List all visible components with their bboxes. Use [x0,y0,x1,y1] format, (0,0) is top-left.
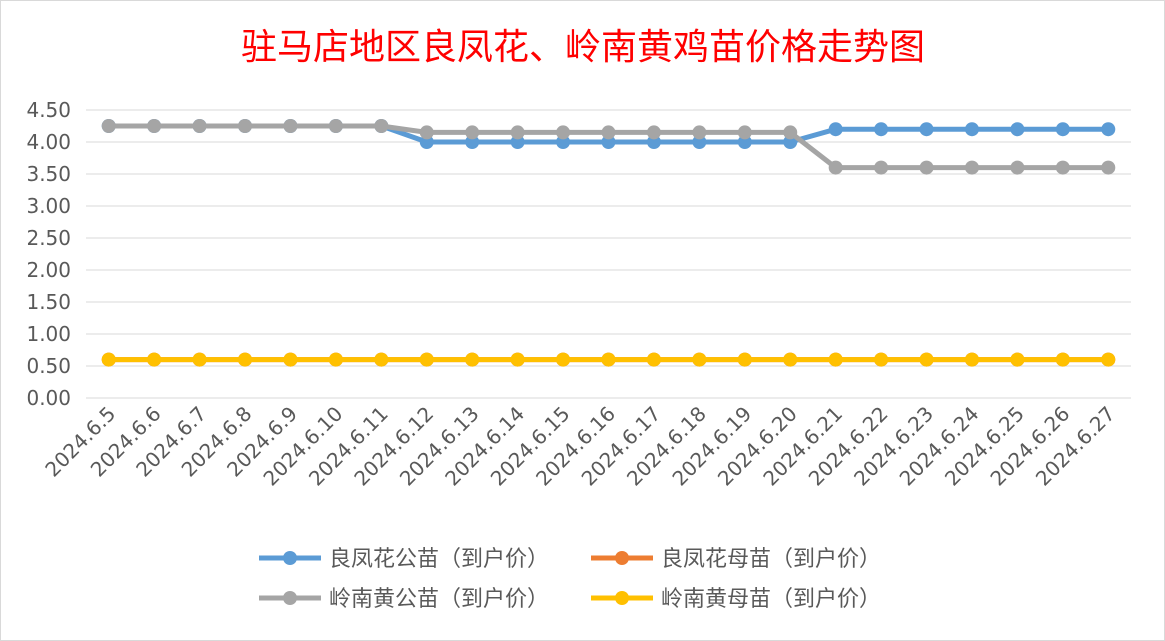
data-point [737,125,752,140]
data-point [601,352,616,367]
data-point [192,119,207,133]
legend-item: 岭南黄母苗（到户价） [591,587,881,612]
data-point [328,119,343,133]
data-point [919,122,934,137]
data-point [783,125,798,140]
y-axis-ticks: 0.00 0.50 1.00 1.50 2.00 2.50 3.00 3.50 4.00 4.50 [26,98,71,410]
data-point [556,125,571,140]
data-point [147,352,162,367]
data-point [692,135,707,149]
data-point [465,135,480,149]
data-point [964,160,979,175]
data-point [238,352,253,367]
data-point [783,352,798,367]
data-point [964,352,979,367]
data-point [1055,122,1070,137]
data-point [510,352,525,367]
data-point [919,160,934,175]
data-point [874,160,889,175]
data-point [374,352,389,367]
y-tick-label: 4.50 [26,98,71,122]
data-point [419,125,434,140]
y-tick-label: 4.00 [26,130,71,154]
y-tick-label: 1.00 [26,322,71,346]
data-point [374,119,389,133]
legend-marker [283,551,297,565]
y-tick-label: 3.00 [26,194,71,218]
data-point [737,352,752,367]
data-point [328,352,343,367]
data-point [874,352,889,367]
y-tick-label: 2.50 [26,226,71,250]
legend-label: 岭南黄公苗（到户价） [329,587,549,612]
data-point [147,119,162,133]
data-point [737,135,752,149]
data-point [828,122,843,137]
data-point [101,352,116,367]
data-point [1101,122,1116,137]
data-point [192,352,207,367]
data-point [646,125,661,140]
y-tick-label: 0.00 [26,386,71,410]
legend-marker [283,591,297,605]
data-point [1055,160,1070,175]
data-point [556,352,571,367]
data-point [828,352,843,367]
data-point [101,119,116,133]
legend-marker [615,551,629,565]
data-point [419,135,434,149]
legend-item: 良凤花母苗（到户价） [591,547,881,572]
legend-item: 良凤花公苗（到户价） [259,547,549,572]
y-tick-label: 1.50 [26,290,71,314]
data-point [510,135,525,149]
legend-item: 岭南黄公苗（到户价） [259,587,549,612]
data-point [1055,352,1070,367]
legend-marker [615,591,629,605]
data-point [828,160,843,175]
series-3 [101,119,1116,175]
data-point [919,352,934,367]
data-point [283,352,298,367]
data-point [692,125,707,140]
legend-label: 良凤花母苗（到户价） [661,547,881,572]
data-point [1101,160,1116,175]
data-point [1010,352,1025,367]
data-point [465,352,480,367]
data-point [510,125,525,140]
data-point [238,119,253,133]
data-point [692,352,707,367]
data-point [1010,122,1025,137]
data-point [1010,160,1025,175]
data-point [964,122,979,137]
data-point [419,352,434,367]
data-point [601,135,616,149]
data-point [646,135,661,149]
legend: 良凤花公苗（到户价） 良凤花母苗（到户价） 岭南黄公苗（到户价） 岭南黄母苗（到户价） [259,547,881,612]
series-4 [101,352,1116,367]
data-point [283,119,298,133]
y-tick-label: 0.50 [26,354,71,378]
chart-title: 驻马店地区良凤花、岭南黄鸡苗价格走势图 [241,27,925,68]
data-point [874,122,889,137]
x-axis-ticks: 2024.6.52024.6.62024.6.72024.6.82024.6.9… [40,402,1120,491]
legend-label: 良凤花公苗（到户价） [329,547,549,572]
legend-label: 岭南黄母苗（到户价） [661,587,881,612]
data-point [646,352,661,367]
data-point [601,125,616,140]
y-tick-label: 3.50 [26,162,71,186]
y-tick-label: 2.00 [26,258,71,282]
series-lines [101,119,1116,367]
data-point [1101,352,1116,367]
data-point [556,135,571,149]
data-point [783,135,798,149]
data-point [465,125,480,140]
